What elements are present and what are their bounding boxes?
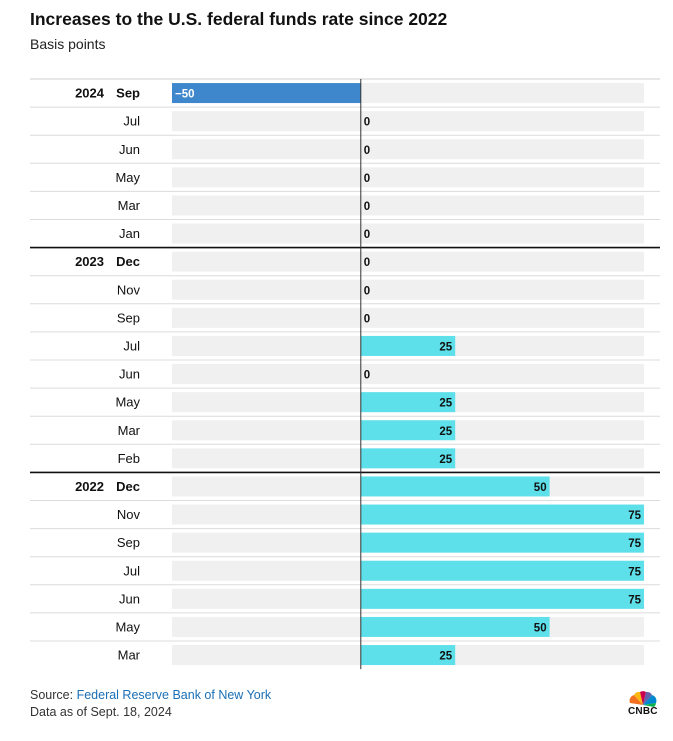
data-label: 50 [534, 622, 547, 634]
data-label: 50 [534, 482, 547, 494]
month-label: Jul [123, 338, 140, 353]
data-label: 0 [364, 257, 370, 269]
bar [360, 504, 644, 525]
bar [360, 420, 456, 441]
month-label: Jun [119, 591, 140, 606]
bar-track [172, 111, 644, 132]
month-label: Nov [117, 507, 141, 522]
bar-chart: −50 Sep 2024 0 Jul 0 Jun 0 May 0 Mar 0 Jan 0 Dec 2023 0 N… [30, 78, 660, 670]
bar-track [172, 195, 644, 216]
source-label: Source: [30, 688, 74, 702]
month-label: Jul [123, 563, 140, 578]
data-label: 25 [439, 426, 452, 438]
bar [360, 448, 456, 469]
data-label: 25 [439, 341, 452, 353]
month-label: May [115, 170, 140, 185]
bar [360, 588, 644, 609]
data-label: 0 [364, 201, 370, 213]
source-link[interactable]: Federal Reserve Bank of New York [76, 688, 272, 702]
year-label: 2024 [75, 86, 105, 101]
data-label: 75 [628, 566, 641, 578]
source-line: Source: Federal Reserve Bank of New York [30, 688, 271, 702]
data-label: 0 [364, 229, 370, 241]
bar [360, 616, 550, 637]
year-label: 2023 [75, 254, 104, 269]
data-label: 25 [439, 398, 452, 410]
bar-track [172, 279, 644, 300]
month-label: Jan [119, 226, 140, 241]
chart-title: Increases to the U.S. federal funds rate… [30, 9, 448, 29]
data-label: 25 [439, 651, 452, 663]
cnbc-peacock-icon [629, 691, 657, 707]
month-label: Mar [118, 423, 141, 438]
bar [360, 532, 644, 553]
bar-track [172, 167, 644, 188]
data-label: 75 [628, 510, 641, 522]
data-label: 0 [364, 285, 370, 297]
chart-subtitle: Basis points [30, 36, 106, 52]
month-label: Jun [119, 142, 140, 157]
data-label: 0 [364, 370, 370, 382]
month-label: May [115, 619, 140, 634]
bar [360, 476, 550, 497]
month-label: Sep [117, 310, 140, 325]
data-label: 0 [364, 313, 370, 325]
bar-track [172, 307, 644, 328]
month-label: Jun [119, 367, 140, 382]
bar-track [172, 223, 644, 244]
bar [360, 645, 456, 666]
month-label: Sep [117, 535, 140, 550]
bar [360, 560, 644, 581]
data-label: 0 [364, 173, 370, 185]
bar [360, 392, 456, 413]
data-label: 75 [628, 594, 641, 606]
bar-track [172, 251, 644, 272]
data-label: 0 [364, 145, 370, 157]
bar [172, 83, 361, 104]
bar-track [172, 139, 644, 160]
month-label: Mar [118, 198, 141, 213]
month-label: Mar [118, 648, 141, 663]
data-label: 25 [439, 454, 452, 466]
month-label: Dec [116, 479, 140, 494]
data-label: 0 [364, 117, 370, 129]
data-label: −50 [175, 89, 195, 101]
month-label: Dec [116, 254, 140, 269]
bar-track [172, 364, 644, 385]
month-label: Feb [118, 451, 140, 466]
data-label: 75 [628, 538, 641, 550]
month-label: Jul [123, 114, 140, 129]
year-label: 2022 [75, 479, 104, 494]
month-label: May [115, 395, 140, 410]
month-label: Nov [117, 282, 141, 297]
bar [360, 335, 456, 356]
month-label: Sep [116, 86, 140, 101]
cnbc-logo-text: CNBC [628, 706, 658, 717]
date-note: Data as of Sept. 18, 2024 [30, 705, 172, 719]
